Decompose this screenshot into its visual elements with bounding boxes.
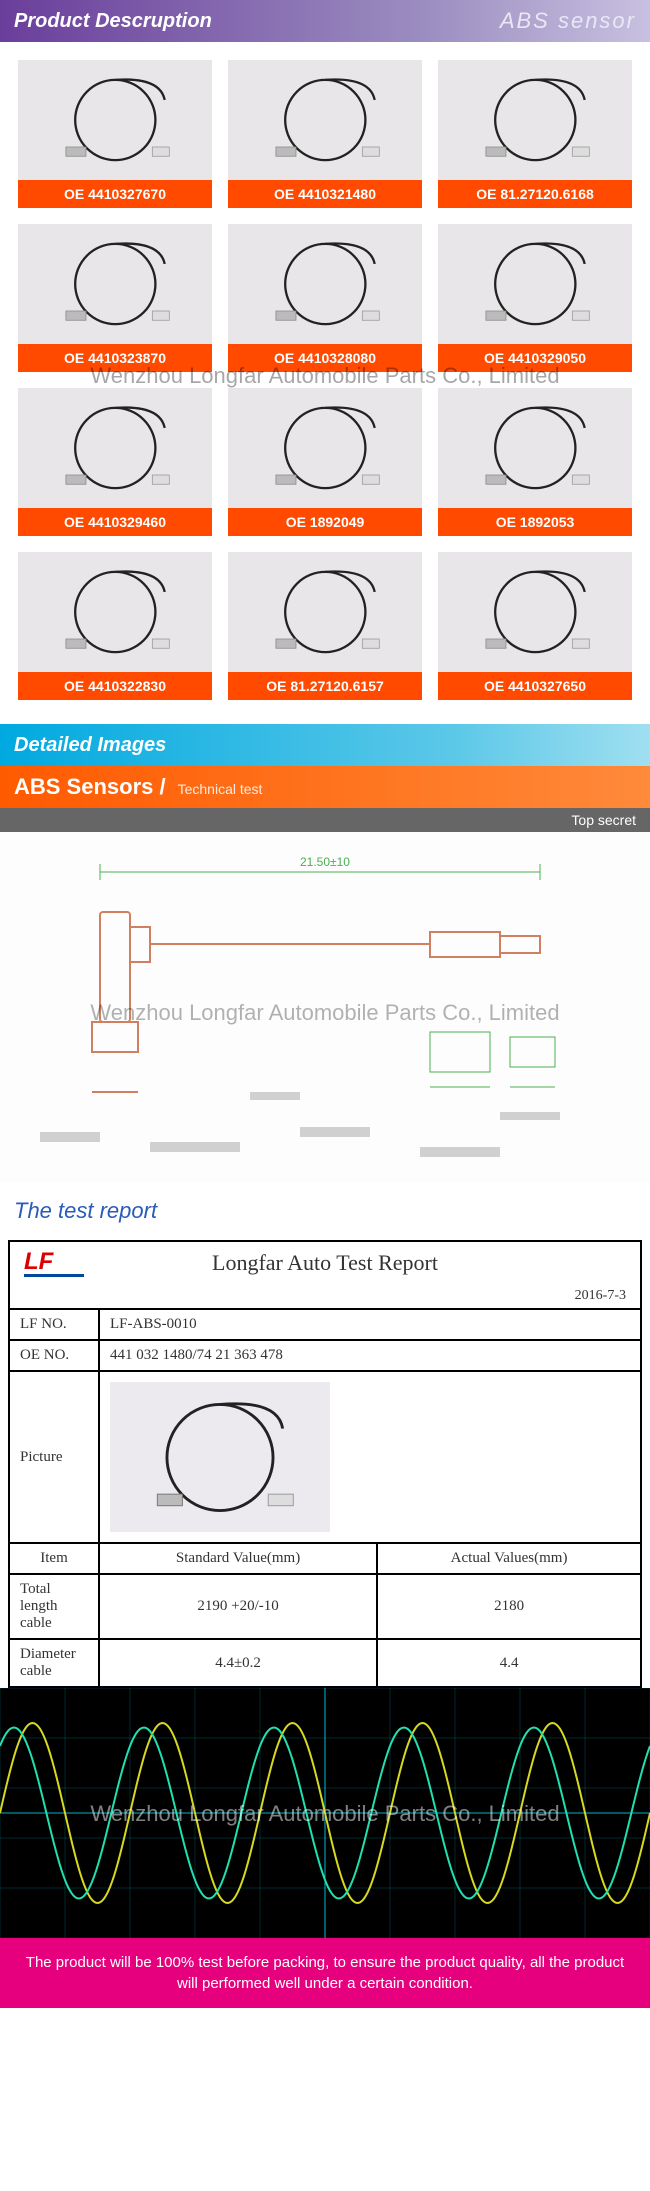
section-subtitle: ABS sensor: [500, 8, 636, 34]
product-oe-label: OE 4410329050: [438, 344, 632, 372]
product-image: [228, 388, 422, 508]
product-image: [438, 224, 632, 344]
test-report-heading: The test report: [0, 1182, 650, 1240]
product-card: OE 1892049: [228, 388, 422, 536]
product-oe-label: OE 4410328080: [228, 344, 422, 372]
std-cell: 2190 +20/-10: [99, 1574, 377, 1639]
product-image: [438, 388, 632, 508]
product-card: OE 4410321480: [228, 60, 422, 208]
report-table: LF NO. LF-ABS-0010 OE NO. 441 032 1480/7…: [8, 1308, 642, 1688]
product-card: OE 81.27120.6168: [438, 60, 632, 208]
product-image: [228, 60, 422, 180]
picture-label: Picture: [9, 1371, 99, 1543]
technical-drawing: 21.50±10 Wenzhou Longfar Au: [0, 832, 650, 1182]
product-oe-label: OE 4410329460: [18, 508, 212, 536]
table-row: Total length cable 2190 +20/-10 2180: [9, 1574, 641, 1639]
svg-text:21.50±10: 21.50±10: [300, 855, 350, 869]
table-row: OE NO. 441 032 1480/74 21 363 478: [9, 1340, 641, 1371]
section-title: Product Descruption: [14, 10, 212, 33]
section-header-detailed: Detailed Images: [0, 724, 650, 766]
product-image: [18, 60, 212, 180]
table-row: Diameter cable 4.4±0.2 4.4: [9, 1639, 641, 1687]
section-header-abs-tech: ABS Sensors / Technical test: [0, 766, 650, 808]
product-image: [18, 388, 212, 508]
act-cell: 2180: [377, 1574, 641, 1639]
report-date: 2016-7-3: [8, 1284, 642, 1308]
lf-no-label: LF NO.: [9, 1309, 99, 1340]
col-item: Item: [9, 1543, 99, 1574]
lf-no-value: LF-ABS-0010: [99, 1309, 641, 1340]
oe-no-value: 441 032 1480/74 21 363 478: [99, 1340, 641, 1371]
section-subtitle: Technical test: [178, 781, 263, 797]
act-cell: 4.4: [377, 1639, 641, 1687]
product-image: [228, 552, 422, 672]
product-oe-label: OE 1892053: [438, 508, 632, 536]
table-row: LF NO. LF-ABS-0010: [9, 1309, 641, 1340]
product-card: OE 4410329050: [438, 224, 632, 372]
table-row: Item Standard Value(mm) Actual Values(mm…: [9, 1543, 641, 1574]
report-title: Longfar Auto Test Report: [212, 1250, 438, 1276]
report-picture: [110, 1382, 330, 1532]
product-image: [438, 60, 632, 180]
section-title: ABS Sensors /: [14, 774, 166, 800]
footer-note: The product will be 100% test before pac…: [0, 1938, 650, 2008]
product-card: OE 1892053: [438, 388, 632, 536]
col-act: Actual Values(mm): [377, 1543, 641, 1574]
watermark-text: Wenzhou Longfar Automobile Parts Co., Li…: [0, 1000, 650, 1026]
top-secret-bar: Top secret: [0, 808, 650, 832]
product-card: OE 4410328080: [228, 224, 422, 372]
test-report: LF Longfar Auto Test Report 2016-7-3 LF …: [0, 1240, 650, 1688]
product-oe-label: OE 4410321480: [228, 180, 422, 208]
product-image: [18, 552, 212, 672]
picture-cell: [99, 1371, 641, 1543]
product-card: OE 4410329460: [18, 388, 212, 536]
product-oe-label: OE 4410323870: [18, 344, 212, 372]
product-image: [18, 224, 212, 344]
product-image: [228, 224, 422, 344]
item-cell: Diameter cable: [9, 1639, 99, 1687]
product-grid-wrap: OE 4410327670 OE 4410321480 OE 81.27120.…: [0, 42, 650, 724]
section-title: Detailed Images: [14, 734, 166, 757]
product-oe-label: OE 4410327650: [438, 672, 632, 700]
product-image: [438, 552, 632, 672]
item-cell: Total length cable: [9, 1574, 99, 1639]
oe-no-label: OE NO.: [9, 1340, 99, 1371]
product-card: OE 4410327670: [18, 60, 212, 208]
col-std: Standard Value(mm): [99, 1543, 377, 1574]
table-row: Picture: [9, 1371, 641, 1543]
product-grid: OE 4410327670 OE 4410321480 OE 81.27120.…: [0, 42, 650, 724]
product-card: OE 4410323870: [18, 224, 212, 372]
product-oe-label: OE 81.27120.6168: [438, 180, 632, 208]
product-card: OE 4410327650: [438, 552, 632, 700]
report-header: LF Longfar Auto Test Report: [8, 1240, 642, 1284]
waveform-chart: Wenzhou Longfar Automobile Parts Co., Li…: [0, 1688, 650, 1938]
product-card: OE 4410322830: [18, 552, 212, 700]
product-oe-label: OE 4410327670: [18, 180, 212, 208]
product-oe-label: OE 4410322830: [18, 672, 212, 700]
watermark-text: Wenzhou Longfar Automobile Parts Co., Li…: [0, 1801, 650, 1827]
section-header-product: Product Descruption ABS sensor: [0, 0, 650, 42]
product-card: OE 81.27120.6157: [228, 552, 422, 700]
product-oe-label: OE 81.27120.6157: [228, 672, 422, 700]
product-oe-label: OE 1892049: [228, 508, 422, 536]
std-cell: 4.4±0.2: [99, 1639, 377, 1687]
logo-text: LF: [24, 1248, 84, 1277]
